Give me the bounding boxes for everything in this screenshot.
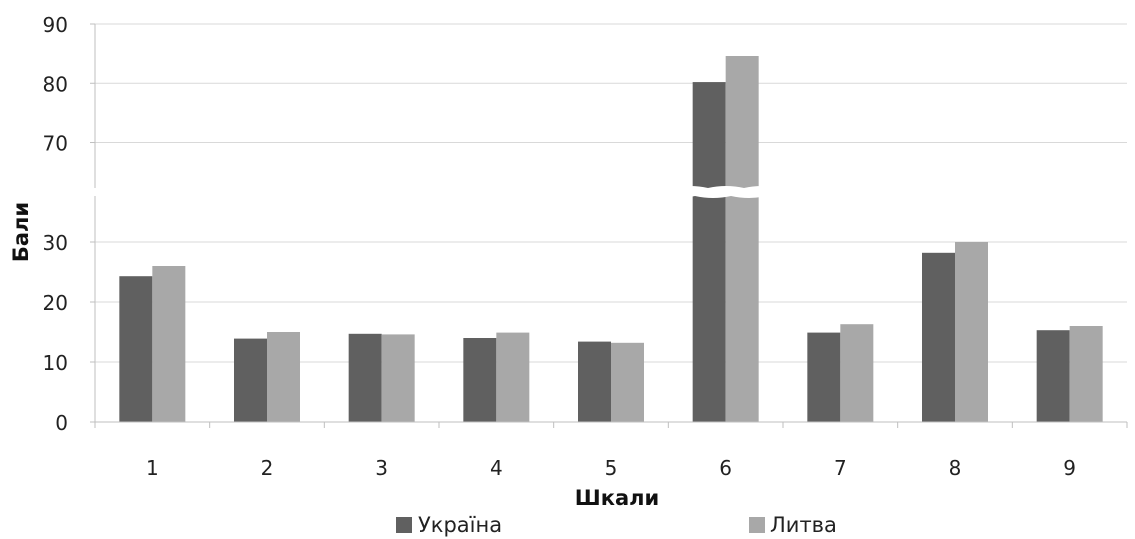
bar-cat3-series2	[381, 334, 415, 422]
y-axis-title: Бали	[9, 202, 33, 262]
bar-cat2-series2	[267, 332, 300, 422]
bar-cat9-series1	[1036, 330, 1070, 422]
bar-cat8-series2	[955, 242, 988, 422]
legend: Україна Литва	[396, 513, 837, 537]
x-tick-label-9: 9	[1063, 456, 1076, 480]
legend-label-series-1: Україна	[418, 513, 502, 537]
x-tick-label-5: 5	[605, 456, 618, 480]
bar-cat4-series1	[463, 338, 497, 422]
x-tick-label-1: 1	[146, 456, 159, 480]
x-tick-label-3: 3	[375, 456, 388, 480]
bar-cat3-series1	[348, 333, 382, 422]
axis-break-mask	[96, 186, 1127, 198]
bar-cat1-series2	[152, 266, 186, 422]
x-axis-title: Шкали	[575, 486, 659, 510]
bar-cat7-series1	[807, 332, 841, 422]
x-tick-label-8: 8	[949, 456, 962, 480]
y-tick-label-0: 0	[55, 411, 68, 435]
legend-label-series-2: Литва	[770, 513, 837, 537]
bar-cat5-series2	[611, 342, 644, 422]
bar-cat9-series2	[1069, 326, 1103, 422]
y-tick-label-20: 20	[43, 291, 68, 315]
y-tick-label-10: 10	[43, 351, 68, 375]
y-tick-label-80: 80	[43, 72, 68, 96]
bar-cat2-series1	[234, 338, 267, 422]
x-tick-label-6: 6	[719, 456, 732, 480]
axes	[90, 23, 1128, 428]
x-tick-labels: 1 2 3 4 5 6 7 8 9	[146, 456, 1076, 480]
bar-cat6-series1	[692, 82, 726, 423]
bar-cat5-series1	[578, 341, 611, 422]
bar-cat6-series2	[725, 56, 759, 422]
bar-cat1-series1	[119, 276, 153, 422]
bars	[96, 56, 1127, 423]
x-tick-label-7: 7	[834, 456, 847, 480]
y-tick-label-90: 90	[43, 13, 68, 37]
y-tick-label-30: 30	[43, 231, 68, 255]
y-tick-label-70: 70	[43, 132, 68, 156]
y-tick-labels: 0 10 20 30 70 80 90	[43, 13, 68, 435]
bar-cat4-series2	[496, 332, 530, 422]
bar-cat7-series2	[840, 324, 874, 422]
legend-swatch-series-1	[396, 517, 412, 533]
x-tick-label-2: 2	[261, 456, 274, 480]
legend-swatch-series-2	[749, 517, 765, 533]
x-tick-label-4: 4	[490, 456, 503, 480]
bar-cat8-series1	[922, 252, 955, 422]
